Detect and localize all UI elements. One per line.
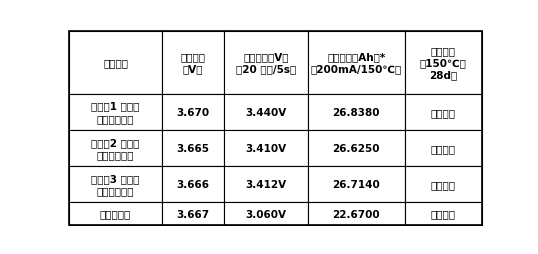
Text: 实施例2 阴极载
体生产的电池: 实施例2 阴极载 体生产的电池 bbox=[91, 137, 140, 160]
Bar bbox=[405, 202, 482, 225]
Bar bbox=[69, 31, 162, 94]
Bar bbox=[162, 166, 224, 202]
Text: 放电容量（Ah）*
（200mA/150℃）: 放电容量（Ah）* （200mA/150℃） bbox=[311, 52, 402, 74]
Bar bbox=[224, 202, 308, 225]
Text: 对比例电池: 对比例电池 bbox=[100, 209, 131, 219]
Bar bbox=[224, 31, 308, 94]
Bar bbox=[405, 31, 482, 94]
Bar bbox=[69, 130, 162, 166]
Bar bbox=[405, 94, 482, 130]
Text: 负载电压（V）
（20 欧姆/5s）: 负载电压（V） （20 欧姆/5s） bbox=[236, 52, 296, 74]
Text: 3.060V: 3.060V bbox=[245, 209, 287, 219]
Text: 26.7140: 26.7140 bbox=[332, 179, 380, 189]
Text: 实施例1 阴极载
体生产的电池: 实施例1 阴极载 体生产的电池 bbox=[91, 101, 140, 123]
Text: 电池类型: 电池类型 bbox=[103, 58, 128, 68]
Text: 26.8380: 26.8380 bbox=[332, 107, 380, 117]
Text: 未见肿胀: 未见肿胀 bbox=[431, 107, 456, 117]
Bar bbox=[162, 202, 224, 225]
Text: 高温储存
（150℃，
28d）: 高温储存 （150℃， 28d） bbox=[420, 45, 467, 80]
Bar bbox=[69, 166, 162, 202]
Bar bbox=[69, 94, 162, 130]
Text: 开路电压
（V）: 开路电压 （V） bbox=[180, 52, 206, 74]
Bar bbox=[308, 94, 405, 130]
Bar bbox=[405, 166, 482, 202]
Text: 3.666: 3.666 bbox=[176, 179, 209, 189]
Bar bbox=[308, 130, 405, 166]
Text: 未见肿胀: 未见肿胀 bbox=[431, 209, 456, 219]
Bar bbox=[308, 202, 405, 225]
Text: 3.665: 3.665 bbox=[176, 143, 209, 153]
Bar bbox=[308, 166, 405, 202]
Text: 3.667: 3.667 bbox=[176, 209, 209, 219]
Text: 3.410V: 3.410V bbox=[245, 143, 287, 153]
Text: 未见肿胀: 未见肿胀 bbox=[431, 179, 456, 189]
Bar bbox=[162, 130, 224, 166]
Bar bbox=[224, 94, 308, 130]
Text: 实施例3 阴极载
体生产的电池: 实施例3 阴极载 体生产的电池 bbox=[91, 173, 140, 196]
Bar bbox=[405, 130, 482, 166]
Text: 3.412V: 3.412V bbox=[245, 179, 287, 189]
Text: 3.670: 3.670 bbox=[176, 107, 209, 117]
Text: 3.440V: 3.440V bbox=[245, 107, 287, 117]
Bar bbox=[224, 166, 308, 202]
Text: 22.6700: 22.6700 bbox=[332, 209, 380, 219]
Bar bbox=[308, 31, 405, 94]
Text: 未见肿胀: 未见肿胀 bbox=[431, 143, 456, 153]
Bar bbox=[162, 94, 224, 130]
Text: 26.6250: 26.6250 bbox=[332, 143, 380, 153]
Bar bbox=[69, 202, 162, 225]
Bar bbox=[162, 31, 224, 94]
Bar bbox=[224, 130, 308, 166]
